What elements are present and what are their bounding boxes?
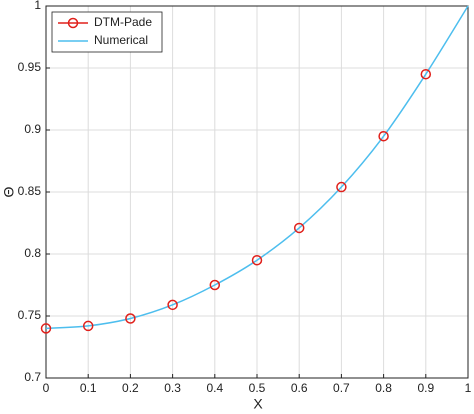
x-tick-label: 0.1 xyxy=(80,381,97,395)
marker xyxy=(125,313,136,324)
x-tick-label: 0.2 xyxy=(122,381,139,395)
marker xyxy=(40,323,52,334)
x-tick-label: 0.5 xyxy=(249,381,266,395)
y-tick-label: 0.85 xyxy=(18,184,42,198)
x-tick-label: 0.4 xyxy=(206,381,223,395)
marker xyxy=(336,181,347,193)
marker xyxy=(293,222,305,234)
x-tick-label: 0.8 xyxy=(375,381,392,395)
y-tick-label: 1 xyxy=(34,0,41,12)
y-tick-label: 0.9 xyxy=(24,122,41,136)
marker xyxy=(167,299,178,311)
marker xyxy=(251,254,263,266)
y-tick-label: 0.7 xyxy=(24,370,41,384)
axes-box xyxy=(45,5,469,379)
marker xyxy=(378,130,389,142)
x-tick-label: 1 xyxy=(465,381,472,395)
x-axis-label: X xyxy=(253,396,263,412)
x-tick-label: 0 xyxy=(43,381,50,395)
marker xyxy=(82,320,94,332)
x-tick-label: 0.7 xyxy=(333,381,350,395)
marker xyxy=(420,68,432,80)
y-axis-label: Θ xyxy=(1,186,17,197)
y-tick-label: 0.95 xyxy=(18,60,42,74)
x-tick-label: 0.3 xyxy=(164,381,181,395)
line xyxy=(45,5,469,330)
legend-marker xyxy=(67,17,79,29)
marker xyxy=(209,279,221,291)
legend-label: Numerical xyxy=(94,33,148,47)
y-tick-label: 0.8 xyxy=(24,246,41,260)
legend-label: DTM-Pade xyxy=(94,15,152,29)
y-tick-label: 0.75 xyxy=(18,308,42,322)
x-tick-label: 0.9 xyxy=(417,381,434,395)
x-tick-label: 0.6 xyxy=(291,381,308,395)
